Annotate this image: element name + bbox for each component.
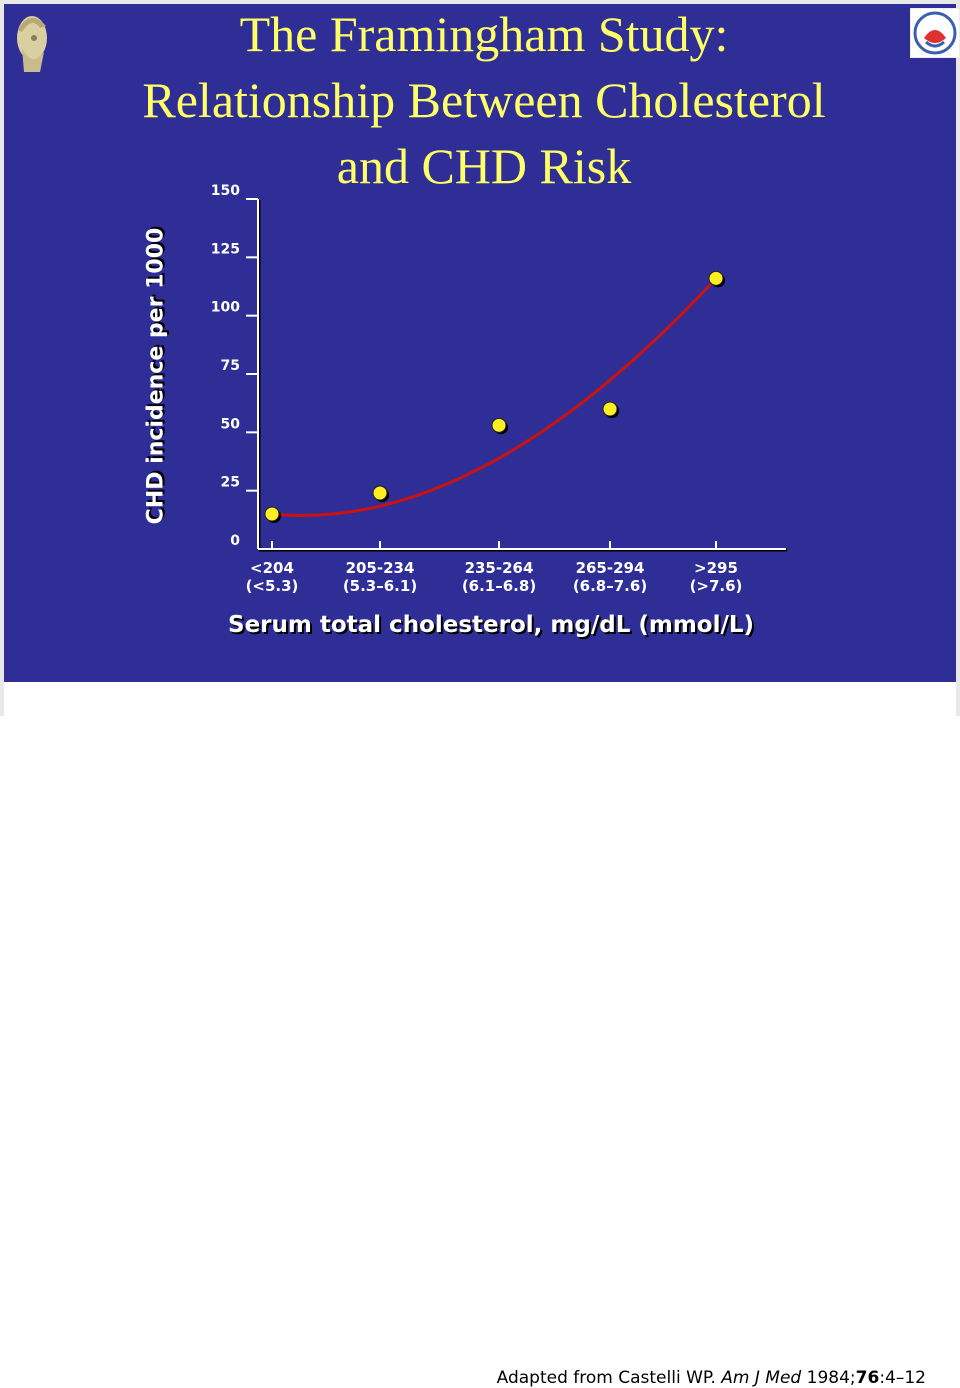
y-tick-label: 125 [211,241,240,257]
x-tick-sublabel: (>7.6) [690,577,743,595]
chart: 0 25 50 75 100 125 150 <204(<5.3) 205-234(5.3–6.… [211,183,787,595]
y-tick-label: 50 [221,416,241,432]
y-tick-label: 100 [211,300,240,316]
title-line-2: Relationship Between Cholesterol [142,72,826,128]
citation: Adapted from Castelli WP. Am J Med 1984;… [497,1368,926,1388]
y-tick-label: 0 [230,533,240,549]
x-tick-sublabel: (5.3–6.1) [343,577,417,595]
x-axis-label: Serum total cholesterol, mg/dL (mmol/L) [228,612,755,638]
x-tick-label: >295 [694,559,738,577]
citation-volume: 76 [855,1368,880,1388]
data-point [264,506,280,522]
x-tick-label: <204 [250,559,294,577]
medical-society-logo-icon [910,8,960,58]
y-tick-label: 25 [221,475,240,491]
data-point [602,401,618,417]
x-tick-sublabel: (6.8–7.6) [573,577,647,595]
citation-year: 1984; [801,1368,856,1388]
x-tick-label: 235-264 [465,559,534,577]
x-tick-sublabel: (<5.3) [246,577,299,595]
title-line-3: and CHD Risk [336,138,632,194]
citation-prefix: Adapted from Castelli WP. [496,1368,722,1388]
x-tick-sublabel: (6.1–6.8) [462,577,536,595]
y-axis-label: CHD incidence per 1000 [143,227,169,525]
data-point [372,485,388,501]
data-point [708,270,724,286]
citation-journal: Am J Med [721,1368,802,1388]
x-tick-label: 205-234 [346,559,415,577]
citation-bar: Adapted from Castelli WP. Am J Med 1984;… [4,682,956,1388]
x-tick-label: 265-294 [576,559,645,577]
data-point [491,417,507,433]
title-line-1: The Framingham Study: [239,6,729,62]
trend-curve [271,277,718,517]
y-tick-label: 150 [211,183,240,199]
citation-pages: :4–12 [879,1368,926,1388]
y-tick-label: 75 [221,358,240,374]
helmeted-head-crest-icon [17,16,47,72]
